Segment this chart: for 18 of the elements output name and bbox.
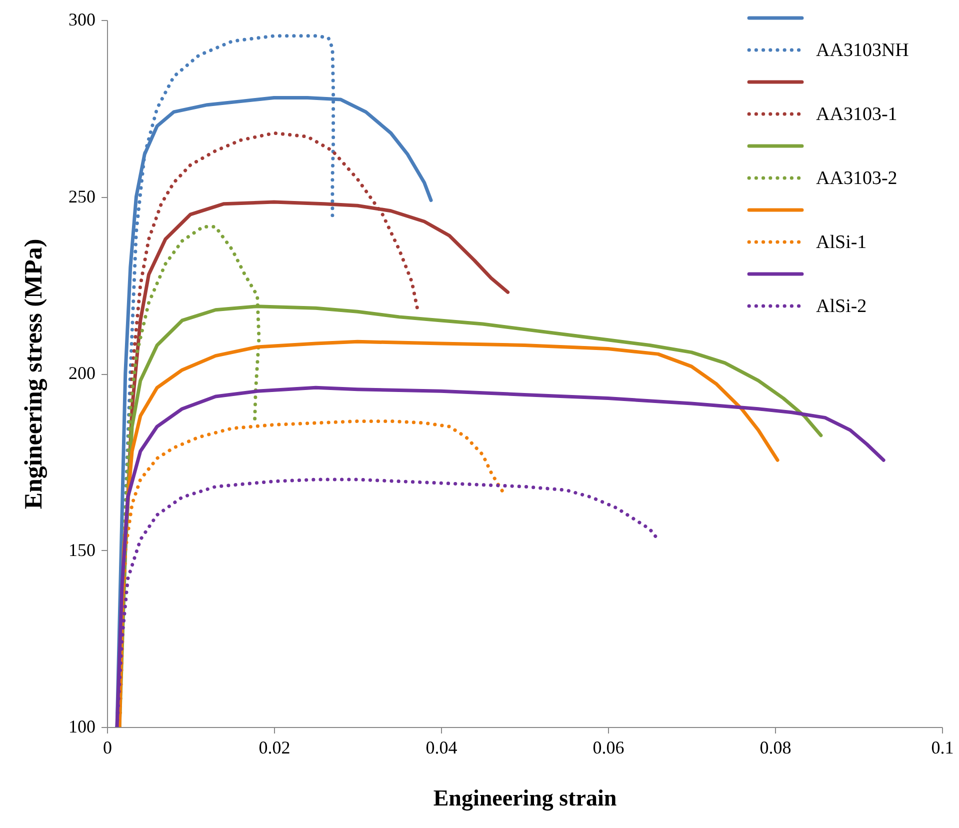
- x-tick-label: 0.1: [931, 738, 954, 758]
- legend-label: AA3103NH: [816, 40, 910, 61]
- x-axis-title: Engineering strain: [433, 786, 617, 812]
- legend-label: AlSi-2: [816, 296, 867, 317]
- x-tick-label: 0: [103, 738, 112, 758]
- y-tick-label: 250: [68, 186, 96, 206]
- y-tick-label: 100: [68, 716, 96, 736]
- x-tick-label: 0.08: [760, 738, 792, 758]
- x-tick-label: 0.02: [258, 738, 290, 758]
- y-axis-title: Engineering stress (MPa): [20, 238, 48, 510]
- x-tick-label: 0.06: [592, 738, 624, 758]
- y-tick-label: 200: [68, 363, 96, 383]
- legend-label: AlSi-1: [816, 232, 867, 253]
- x-tick-label: 0.04: [426, 738, 458, 758]
- legend-label: AA3103-1: [816, 104, 898, 125]
- y-tick-label: 300: [68, 10, 96, 30]
- legend-label: AA3103-2: [816, 168, 898, 189]
- y-tick-label: 150: [68, 540, 96, 560]
